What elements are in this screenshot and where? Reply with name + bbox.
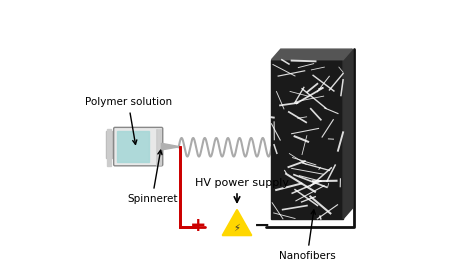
Bar — [159, 129, 161, 165]
Text: Nanofibers: Nanofibers — [279, 210, 336, 261]
Text: +: + — [190, 216, 207, 235]
Text: Polymer solution: Polymer solution — [85, 98, 172, 144]
Polygon shape — [162, 143, 180, 150]
Bar — [156, 129, 158, 165]
FancyBboxPatch shape — [114, 127, 163, 166]
Text: −: − — [254, 216, 270, 235]
Bar — [106, 131, 112, 158]
Polygon shape — [343, 49, 352, 219]
Text: ⚡: ⚡ — [234, 223, 240, 233]
Bar — [117, 131, 149, 162]
Polygon shape — [272, 49, 352, 60]
Polygon shape — [222, 210, 252, 236]
Text: Spinneret: Spinneret — [127, 150, 177, 204]
Bar — [272, 60, 343, 219]
Bar — [107, 129, 111, 166]
Text: HV power supply: HV power supply — [195, 178, 289, 188]
